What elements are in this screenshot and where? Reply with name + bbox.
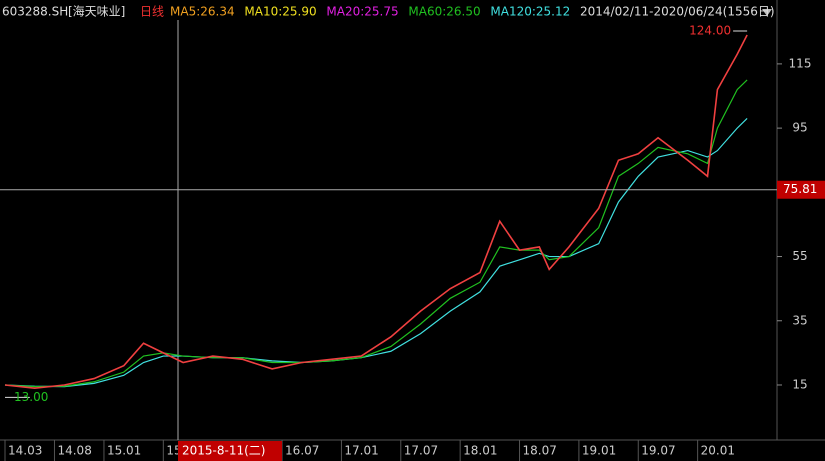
x-tick-label: 19.07 bbox=[641, 444, 675, 458]
cursor-price-box bbox=[777, 180, 825, 199]
x-tick-label: 14.08 bbox=[57, 444, 91, 458]
dropdown[interactable] bbox=[762, 9, 772, 16]
header-text: 603288.SH bbox=[2, 5, 68, 19]
x-tick-label: 18.01 bbox=[463, 444, 497, 458]
header-text: 2014/02/11-2020/06/24(1556日) bbox=[580, 5, 775, 19]
y-tick-label: 95 bbox=[792, 121, 807, 135]
series-line bbox=[4, 118, 748, 388]
header-text: MA60:26.50 bbox=[408, 5, 480, 19]
header-text: [海天味业] bbox=[68, 4, 125, 19]
x-tick-label: 15.01 bbox=[107, 444, 141, 458]
header-text: MA10:25.90 bbox=[244, 5, 316, 19]
header-text: 日线 bbox=[140, 5, 164, 19]
max-label: 124.00 bbox=[689, 23, 731, 37]
y-tick-label: 35 bbox=[792, 313, 807, 327]
x-tick-label: 16.07 bbox=[285, 444, 319, 458]
header-text: MA20:25.75 bbox=[326, 5, 398, 19]
y-tick-label: 115 bbox=[789, 56, 812, 70]
y-tick-label: 15 bbox=[792, 377, 807, 391]
cursor-price: 75.81 bbox=[783, 182, 817, 196]
x-tick-label: 18.07 bbox=[523, 444, 557, 458]
cursor-date: 2015-8-11(二) bbox=[182, 444, 265, 458]
x-tick-label: 19.01 bbox=[582, 444, 616, 458]
x-tick-label: 20.01 bbox=[701, 444, 735, 458]
x-tick-label: 17.01 bbox=[344, 444, 378, 458]
series-line bbox=[4, 34, 748, 389]
cursor-date-box bbox=[178, 441, 282, 461]
header-text: MA120:25.12 bbox=[490, 5, 570, 19]
y-tick-label: 55 bbox=[792, 249, 807, 263]
x-tick-label: 17.07 bbox=[404, 444, 438, 458]
header-text: MA5:26.34 bbox=[170, 5, 235, 19]
series-line bbox=[4, 79, 748, 388]
x-tick-label: 14.03 bbox=[8, 444, 42, 458]
min-label: 13.00 bbox=[14, 390, 48, 404]
x-tick-label: 15 bbox=[166, 444, 181, 458]
